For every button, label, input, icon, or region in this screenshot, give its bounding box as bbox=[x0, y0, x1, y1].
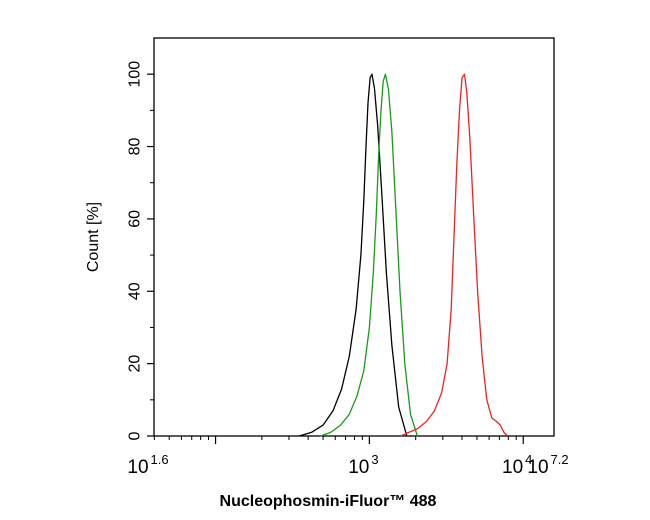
x-tick-label: 10 1.6 bbox=[127, 452, 168, 478]
y-tick-label: 40 bbox=[127, 282, 144, 300]
y-tick-label: 100 bbox=[127, 61, 144, 88]
y-tick-label: 20 bbox=[127, 355, 144, 373]
series-line-2 bbox=[320, 73, 419, 437]
y-tick-label: 60 bbox=[127, 210, 144, 228]
x-axis-label: Nucleophosmin-iFluor™ 488 bbox=[220, 493, 437, 510]
series-line-1 bbox=[299, 73, 408, 437]
x-tick-label: 10 3 bbox=[348, 452, 378, 478]
x-axis-ticks: 101.6103104105106107.2 bbox=[127, 436, 569, 478]
plot-frame bbox=[153, 37, 555, 437]
x-tick-label: 10 7.2 bbox=[527, 452, 568, 478]
y-axis-label: Count [%] bbox=[85, 202, 102, 272]
series-layer bbox=[299, 73, 508, 437]
y-tick-label: 0 bbox=[127, 431, 144, 440]
y-axis-ticks: 0 20 40 60 80 100 bbox=[127, 61, 154, 440]
y-tick-label: 80 bbox=[127, 138, 144, 156]
series-line-3 bbox=[400, 73, 508, 437]
x-tick-label: 10 4 bbox=[502, 452, 532, 478]
